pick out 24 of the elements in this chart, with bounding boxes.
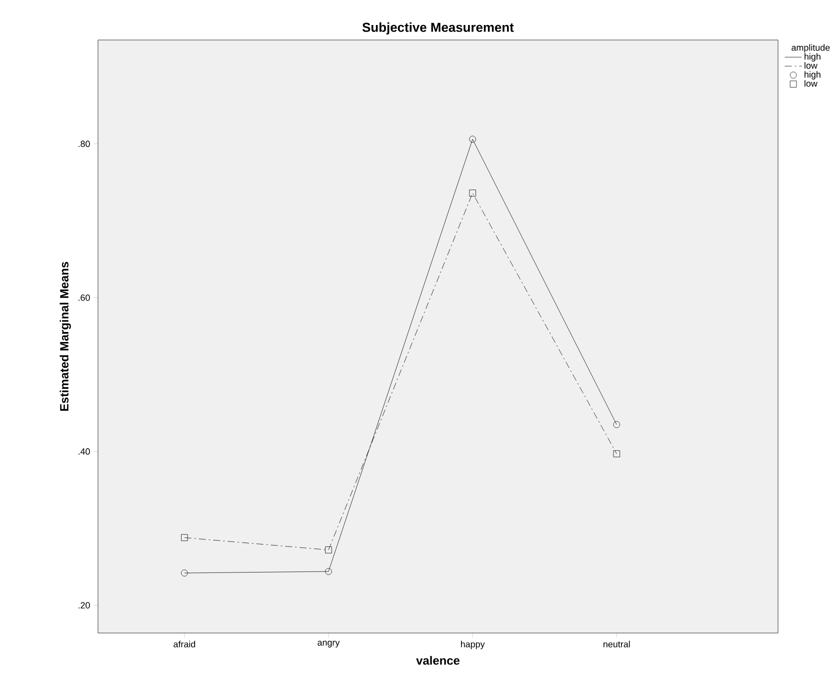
chart-title: Subjective Measurement	[362, 22, 514, 34]
point	[181, 534, 188, 542]
y-axis-title: Estimated Marginal Means	[60, 262, 71, 411]
legend-label: high	[804, 71, 820, 80]
y-tick-label: .20	[78, 602, 90, 608]
x-axis-title: valence	[416, 656, 460, 665]
point	[469, 190, 476, 196]
y-tick-label: .60	[78, 294, 90, 301]
legend-label: low	[804, 80, 818, 87]
text: low	[804, 62, 818, 69]
legend-title: amplitude	[792, 44, 830, 53]
x-tick-label: angry	[318, 640, 340, 648]
y-tick-label: .40	[78, 448, 90, 455]
x-tick-label: afraid	[174, 640, 196, 648]
point	[325, 546, 332, 554]
point	[613, 421, 620, 428]
x-tick-label: neutral	[604, 640, 630, 648]
point	[181, 570, 188, 576]
point	[613, 450, 620, 458]
y-tick-label: .80	[78, 140, 90, 148]
text: high	[804, 53, 820, 62]
point	[469, 136, 476, 143]
point	[325, 568, 332, 575]
x-tick-label: happy	[460, 640, 485, 650]
